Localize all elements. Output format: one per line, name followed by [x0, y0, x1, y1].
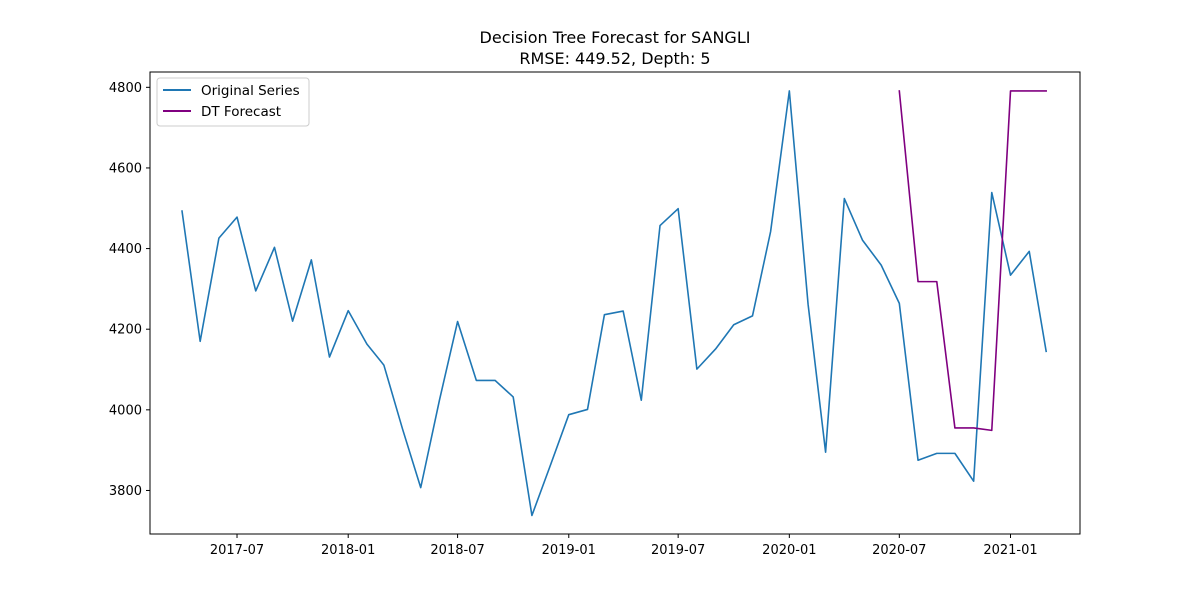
legend-label-dt-forecast: DT Forecast: [201, 104, 281, 120]
chart-title: Decision Tree Forecast for SANGLI: [480, 28, 751, 47]
y-tick-label: 3800: [109, 484, 142, 499]
x-tick-label: 2019-07: [651, 543, 705, 558]
plot-frame: [149, 71, 1081, 535]
legend-box: [156, 77, 310, 127]
plot-area: [150, 72, 1080, 534]
x-tick-label: 2018-01: [321, 543, 375, 558]
x-tick-label: 2017-07: [210, 543, 264, 558]
legend: Original Series DT Forecast: [156, 77, 310, 127]
y-axis-ticks: 3800 4000 4200 4400 4600 4800: [109, 81, 150, 499]
y-tick-label: 4600: [109, 161, 142, 176]
legend-label-original-series: Original Series: [201, 83, 300, 99]
y-tick-label: 4800: [109, 81, 142, 96]
x-tick-label: 2021-01: [983, 543, 1037, 558]
x-tick-label: 2020-07: [872, 543, 926, 558]
y-tick-label: 4200: [109, 323, 142, 338]
x-tick-label: 2020-01: [762, 543, 816, 558]
x-axis-ticks: 2017-07 2018-01 2018-07 2019-01 2019-07 2020-…: [210, 534, 1038, 558]
y-tick-label: 4400: [109, 242, 142, 257]
x-tick-label: 2018-07: [430, 543, 484, 558]
x-tick-label: 2019-01: [542, 543, 596, 558]
y-tick-label: 4000: [109, 403, 142, 418]
series-line-original-series: [181, 90, 1048, 517]
chart-subtitle: RMSE: 449.52, Depth: 5: [519, 49, 710, 68]
series-line-dt-forecast: [898, 90, 1047, 432]
series-layer: [181, 90, 1048, 517]
